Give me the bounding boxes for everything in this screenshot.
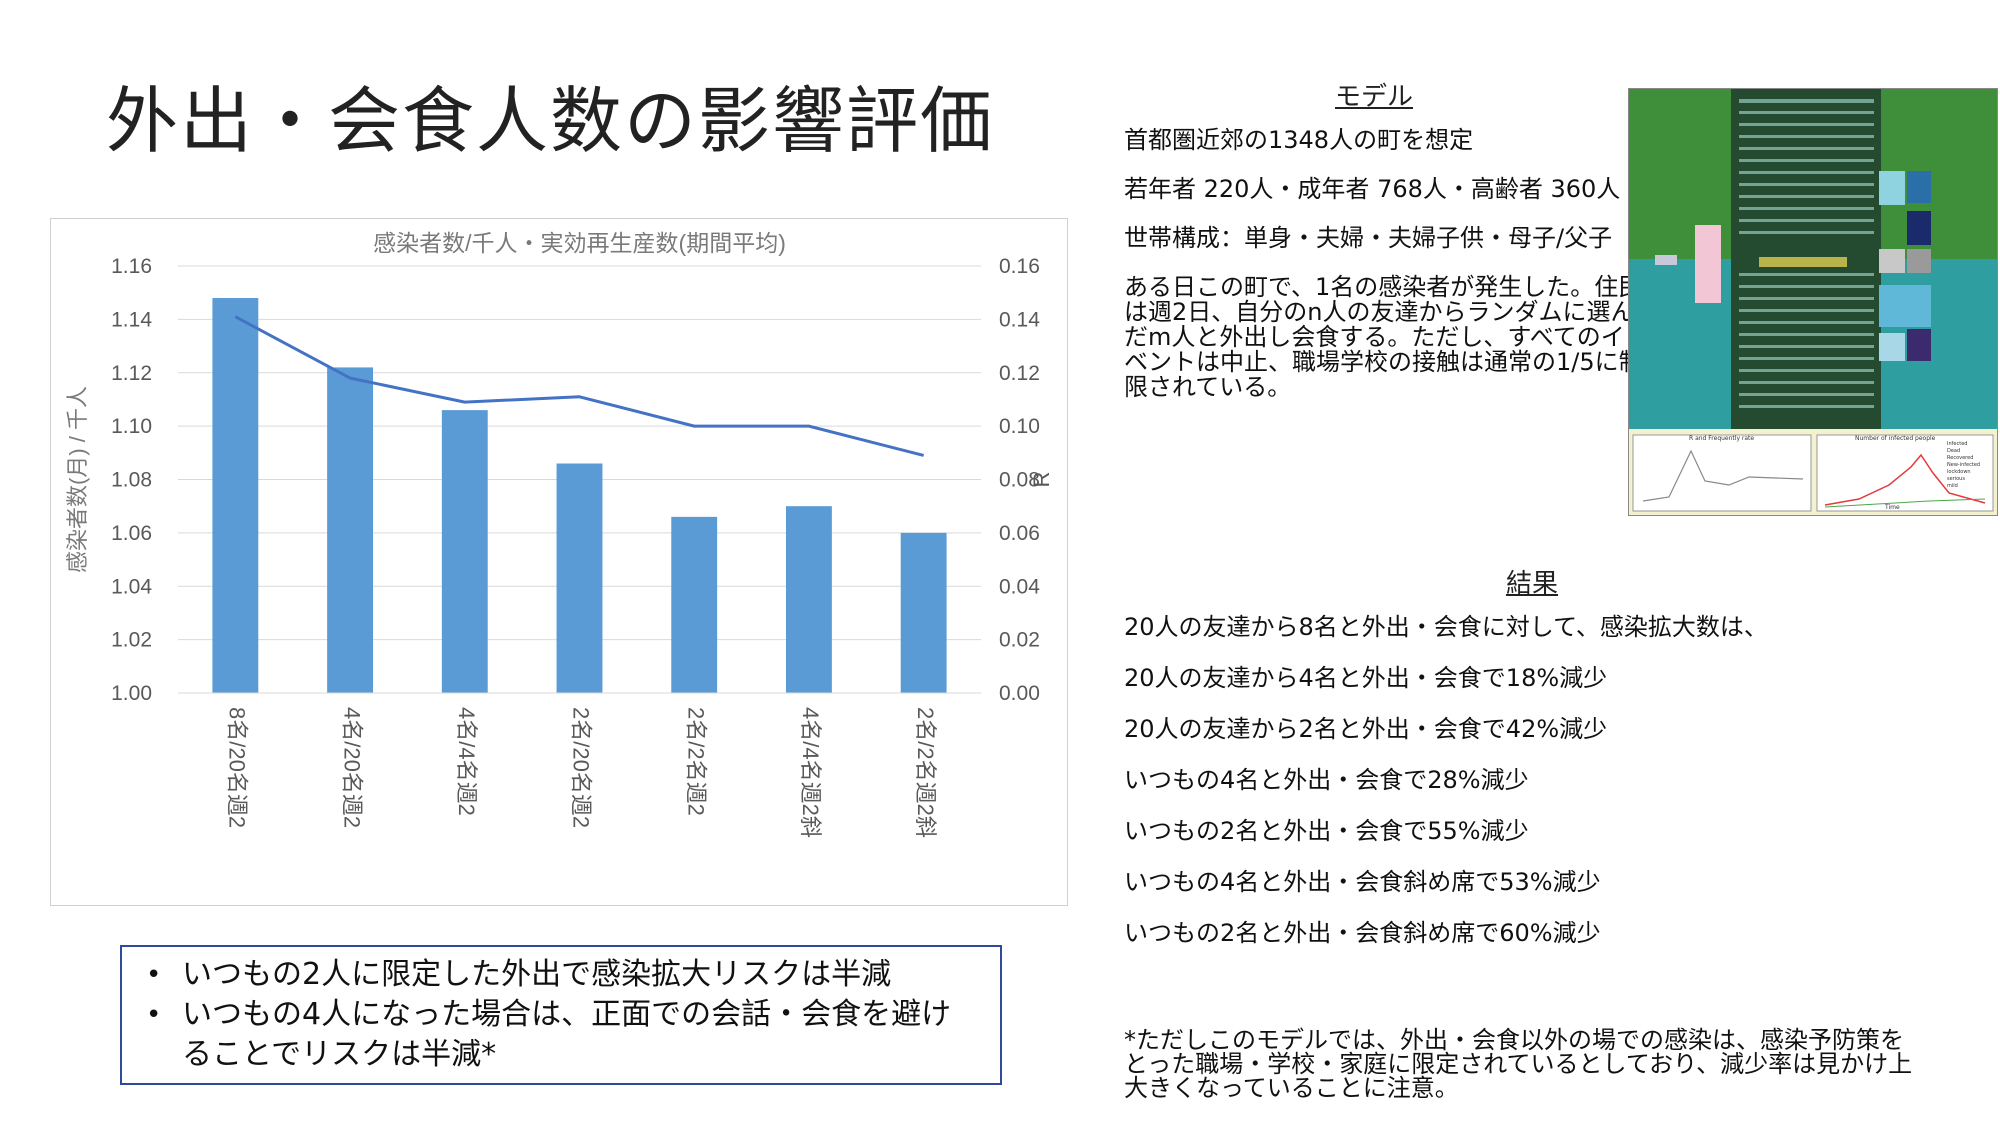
bar <box>556 463 603 693</box>
sim-legend-item: Recovered <box>1947 455 1974 461</box>
sim-legend-item: New-infected <box>1947 462 1981 468</box>
result-line: 20人の友達から8名と外出・会食に対して、感染拡大数は、 <box>1124 613 1768 641</box>
sim-legend-item: Infected <box>1947 441 1968 447</box>
x-tick-label: 4名/4名週2斜 <box>798 707 823 838</box>
x-tick-label: 2名/2名週2 <box>683 707 708 816</box>
y2-axis-label: R <box>1029 472 1054 488</box>
bar <box>785 506 832 693</box>
y2-tick-label: 0.10 <box>999 415 1040 438</box>
x-tick-label: 2名/2名週2斜 <box>913 707 938 838</box>
y-tick-label: 1.10 <box>111 415 152 438</box>
result-line: いつもの2名と外出・会食で55%減少 <box>1124 817 1529 845</box>
summary-box: いつもの2人に限定した外出で感染拡大リスクは半減 いつもの4人になった場合は、正… <box>120 945 1002 1085</box>
y2-tick-label: 0.06 <box>999 522 1040 545</box>
chart-panel: 感染者数/千人・実効再生産数(期間平均) 1.00 1.02 1.04 1.06 1.08… <box>50 218 1068 906</box>
x-tick-label: 2名/20名週2 <box>569 707 594 828</box>
bar <box>212 298 259 693</box>
footnote: *ただしこのモデルでは、外出・会食以外の場での感染は、感染予防策をとった職場・学… <box>1124 1026 1913 1102</box>
sim-legend-item: lockdown <box>1947 469 1971 475</box>
y-tick-label: 1.08 <box>111 469 152 492</box>
simulation-screenshot: R and Frequently rate Number of infected… <box>1628 88 1998 516</box>
result-line: いつもの4名と外出・会食で28%減少 <box>1124 766 1529 794</box>
y-axis-label: 感染者数(月) / 千人 <box>65 386 90 573</box>
bar <box>441 410 488 693</box>
model-line: 首都圏近郊の1348人の町を想定 <box>1124 126 1474 154</box>
x-tick-label: 4名/4名週2 <box>454 707 479 816</box>
bar <box>327 367 374 693</box>
y2-tick-label: 0.12 <box>999 362 1040 385</box>
x-tick-label: 8名/20名週2 <box>225 707 250 828</box>
y2-tick-label: 0.16 <box>999 255 1040 278</box>
sim-legend-item: Dead <box>1947 448 1961 454</box>
model-description: 首都圏近郊の1348人の町を想定 若年者 220人・成年者 768人・高齢者 3… <box>1124 128 1644 424</box>
x-tick-label: 4名/20名週2 <box>339 707 364 828</box>
y-tick-label: 1.06 <box>111 522 152 545</box>
result-line: 20人の友達から4名と外出・会食で18%減少 <box>1124 664 1608 692</box>
model-line: 若年者 220人・成年者 768人・高齢者 360人 <box>1124 175 1621 203</box>
y2-tick-label: 0.04 <box>999 575 1040 598</box>
sim-legend-item: mild <box>1947 483 1958 489</box>
y-tick-label: 1.00 <box>111 682 152 705</box>
result-line: いつもの2名と外出・会食斜め席で60%減少 <box>1124 919 1601 947</box>
chart-title: 感染者数/千人・実効再生産数(期間平均) <box>373 230 786 256</box>
results-list: 20人の友達から8名と外出・会食に対して、感染拡大数は、 20人の友達から4名と… <box>1124 615 1904 972</box>
summary-bullet: いつもの4人になった場合は、正面での会話・会食を避けることでリスクは半減* <box>146 995 980 1075</box>
y2-tick-label: 0.02 <box>999 629 1040 652</box>
y-tick-label: 1.12 <box>111 362 152 385</box>
model-line: ある日この町で、1名の感染者が発生した。住民は週2日、自分のn人の友達からランダ… <box>1124 273 1643 401</box>
y2-tick-label: 0.14 <box>999 308 1040 331</box>
model-heading: モデル <box>1335 82 1414 112</box>
bar <box>900 532 947 693</box>
y-tick-label: 1.16 <box>111 255 152 278</box>
y2-tick-label: 0.00 <box>999 682 1040 705</box>
sim-panel1-title: R and Frequently rate <box>1689 435 1755 442</box>
chart-svg: 感染者数/千人・実効再生産数(期間平均) 1.00 1.02 1.04 1.06 1.08… <box>65 230 1054 838</box>
sim-panel2-title: Number of infected people <box>1855 435 1936 442</box>
r-line-series <box>234 315 925 457</box>
page-title: 外出・会食人数の影響評価 <box>105 79 994 163</box>
sim-panel2-xlabel: Time <box>1885 504 1900 511</box>
y-tick-label: 1.04 <box>111 575 152 598</box>
sim-legend: Infected Dead Recovered New-infected loc… <box>1947 441 1980 490</box>
y2-tick-label: 0.08 <box>999 469 1040 492</box>
results-heading: 結果 <box>1506 569 1559 599</box>
result-line: 20人の友達から2名と外出・会食で42%減少 <box>1124 715 1608 743</box>
result-line: いつもの4名と外出・会食斜め席で53%減少 <box>1124 868 1601 896</box>
summary-bullet: いつもの2人に限定した外出で感染拡大リスクは半減 <box>146 955 980 995</box>
sim-legend-item: serious <box>1947 476 1965 482</box>
y-tick-label: 1.14 <box>111 308 152 331</box>
bar <box>671 516 718 693</box>
y-tick-label: 1.02 <box>111 629 152 652</box>
simulation-image <box>1629 89 1997 515</box>
model-line: 世帯構成：単身・夫婦・夫婦子供・母子/父子 <box>1124 224 1613 252</box>
